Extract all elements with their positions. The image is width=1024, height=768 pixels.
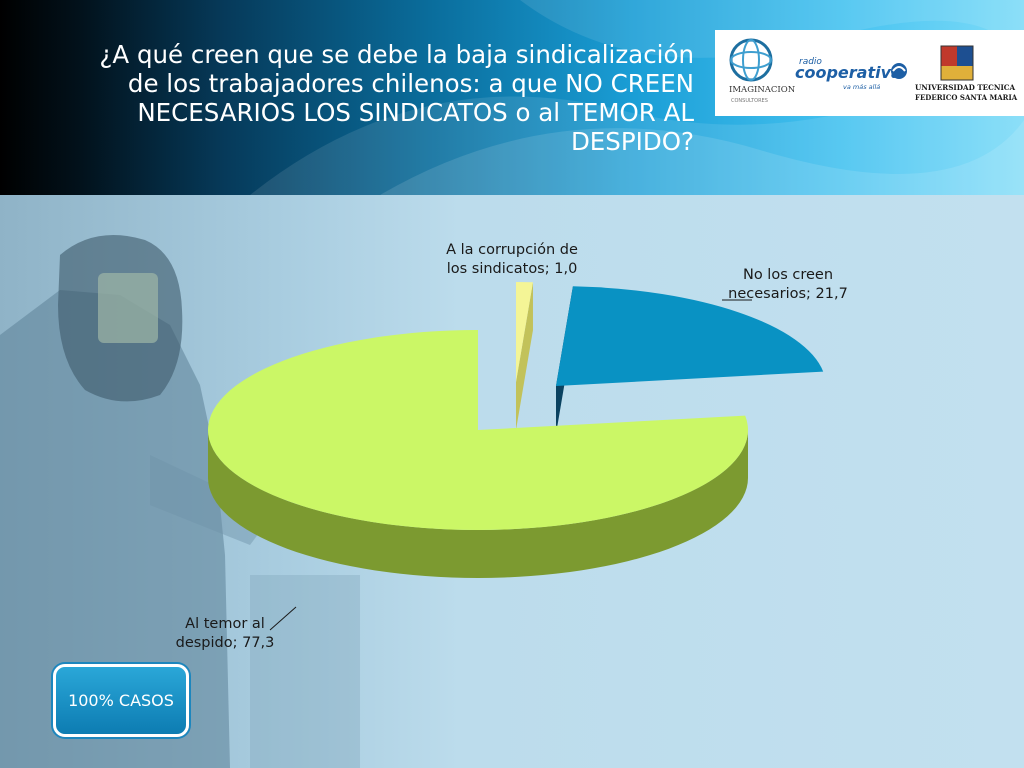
cooperativa-logo-name: cooperativa	[795, 63, 902, 82]
cooperativa-logo: radio cooperativa va más allá	[795, 57, 907, 91]
data-label-line-no-los-creen-necesarios: No los creen	[743, 267, 833, 283]
leader-line-al-temor-al-despido	[269, 606, 297, 631]
data-label-no-los-creen-necesarios: No los creen necesarios; 21,7	[728, 267, 848, 302]
welder-visor	[98, 273, 158, 343]
data-label-line-al-temor-al-despido: despido; 77,3	[176, 635, 275, 651]
machine-silhouette	[250, 575, 360, 768]
pie-slice-a-la-corrupci-n-de-los-sindicatos	[516, 282, 533, 382]
pie-slice-al-temor-al-despido	[207, 330, 749, 530]
usm-logo: UNIVERSIDAD TECNICA FEDERICO SANTA MARIA	[915, 45, 1018, 102]
cooperativa-logo-tagline: va más allá	[843, 83, 880, 91]
pie-top-layer	[207, 282, 824, 530]
cooperativa-logo-prefix: radio	[799, 57, 822, 67]
welder-body-silhouette	[0, 290, 230, 768]
logo-band: IMAGINACION CONSULTORES radio cooperativ…	[715, 30, 1024, 116]
pie-side-al-temor-al-despido	[208, 430, 748, 578]
usm-logo-line1: UNIVERSIDAD TECNICA	[915, 83, 1016, 92]
usm-logo-line2: FEDERICO SANTA MARIA	[915, 93, 1018, 102]
imaginacion-logo-tagline: CONSULTORES	[731, 98, 768, 104]
slide-title: ¿A qué creen que se debe la baja sindica…	[99, 40, 694, 156]
data-label-al-temor-al-despido: Al temor al despido; 77,3	[176, 616, 275, 651]
welder-arm-silhouette	[150, 455, 265, 545]
data-label-line-a-la-corrupci-n-de-los-sindicatos: A la corrupción de	[446, 242, 578, 258]
imaginacion-logo: IMAGINACION CONSULTORES	[729, 38, 796, 104]
welder-figure-image	[0, 235, 360, 768]
pie-data-labels: A la corrupción de los sindicatos; 1,0 No …	[176, 242, 848, 651]
sample-size-badge: 100% CASOS	[53, 664, 189, 737]
data-label-line-a-la-corrupci-n-de-los-sindicatos: los sindicatos; 1,0	[447, 261, 578, 277]
data-label-line-al-temor-al-despido: Al temor al	[185, 616, 265, 632]
imaginacion-logo-name: IMAGINACION	[729, 85, 796, 95]
pie-cut-a-la-corrupci-n-de-los-sindicatos	[516, 282, 533, 430]
pie-leader-lines	[269, 299, 752, 631]
pie-slice-no-los-creen-necesarios	[556, 286, 824, 386]
data-label-line-no-los-creen-necesarios: necesarios; 21,7	[728, 286, 848, 302]
data-label-a-la-corrupci-n-de-los-sindicatos: A la corrupción de los sindicatos; 1,0	[446, 242, 578, 277]
